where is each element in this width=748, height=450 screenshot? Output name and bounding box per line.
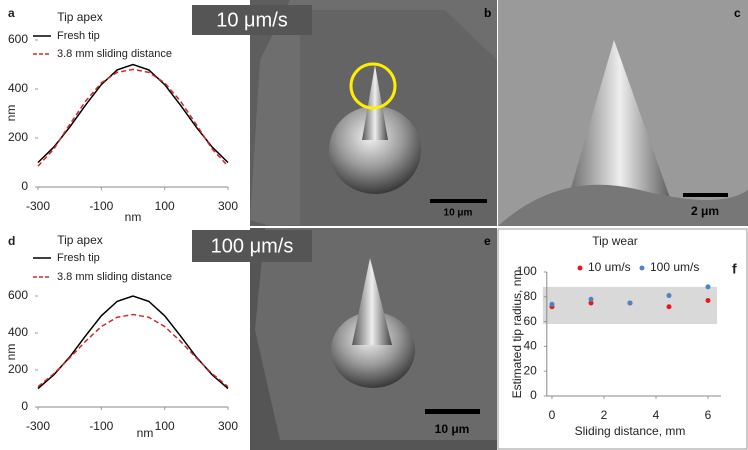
series-line [37,63,229,164]
panel-label: b [484,6,491,20]
chart-title: Tip apex [57,10,103,24]
series-line [37,313,229,388]
x-tick-label: 4 [653,408,660,422]
scale-bar-label: 10 μm [444,208,473,219]
sem-image-e [250,228,497,450]
series-line [37,68,229,167]
x-tick-label: 6 [705,408,712,422]
legend-label: Fresh tip [57,252,100,264]
panel-label: c [734,6,741,20]
scale-bar-label: 2 μm [691,204,719,218]
panel-label: e [484,234,491,248]
legend-swatch [577,265,583,271]
data-point [588,300,594,306]
speed-label-box [192,5,312,35]
x-tick-label: 100 [155,419,175,433]
y-tick-label: 60 [523,314,537,328]
sem-image-c [498,0,748,226]
speed-label: 100 μm/s [211,235,294,257]
panel-label: f [732,261,737,277]
legend-label: 3.8 mm sliding distance [57,271,172,283]
y-tick-label: 20 [523,363,537,377]
panel-label: d [8,234,15,248]
y-tick-label: 600 [8,32,28,46]
legend-label: 3.8 mm sliding distance [57,48,172,60]
speed-label: 10 μm/s [216,9,288,31]
speed-label-box [192,230,312,262]
legend-label: 100 um/s [650,260,699,274]
chart-title: Tip wear [592,234,638,248]
x-tick-label: -100 [89,419,113,433]
legend-swatch [639,265,645,271]
x-tick-label: 0 [549,408,556,422]
x-tick-label: 100 [155,199,175,213]
chart-title: Tip apex [57,233,103,247]
y-tick-label: 80 [523,289,537,303]
data-point [627,300,633,306]
y-tick-label: 200 [8,362,28,376]
y-tick-label: 400 [8,81,28,95]
x-axis-label: nm [125,210,142,224]
y-tick-label: 0 [21,179,28,193]
sem-image-b [250,0,497,226]
data-point [549,301,555,307]
data-point [705,284,711,290]
data-point [666,304,672,310]
y-tick-label: 0 [21,399,28,413]
y-tick-label: 100 [517,264,537,278]
legend-label: Fresh tip [57,30,100,42]
y-axis-label: nm [4,105,18,122]
y-tick-label: 40 [523,339,537,353]
x-tick-label: 2 [601,408,608,422]
y-tick-label: 0 [530,388,537,402]
x-tick-label: 300 [218,199,238,213]
x-tick-label: -300 [26,419,50,433]
y-axis-label: nm [4,344,18,361]
x-tick-label: 300 [218,419,238,433]
x-axis-label: Sliding distance, mm [575,424,686,438]
legend-label: 10 um/s [588,260,631,274]
x-tick-label: -300 [26,199,50,213]
panel-frame [497,228,748,450]
y-tick-label: 400 [8,325,28,339]
panel-label: a [8,6,15,20]
y-tick-label: 200 [8,130,28,144]
y-tick-label: 600 [8,288,28,302]
y-axis-label: Estimated tip radius, nm [510,270,524,399]
data-point [705,298,711,304]
scale-bar-label: 10 μm [435,422,470,436]
x-tick-label: -100 [89,199,113,213]
data-point [666,293,672,299]
data-point [588,296,594,302]
x-axis-label: nm [137,426,154,440]
